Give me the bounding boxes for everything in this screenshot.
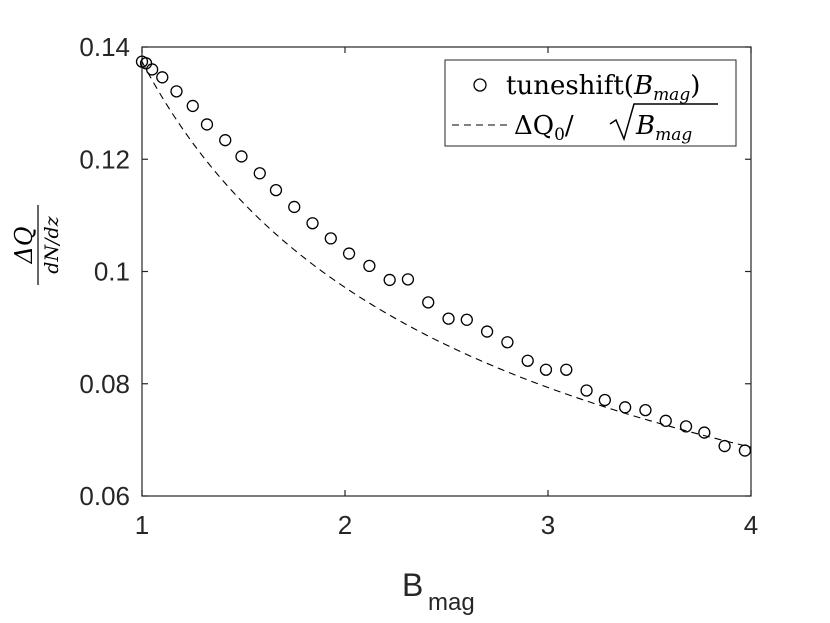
x-tick-label: 3 [541,510,555,540]
legend-label-tuneshift: tuneshift(Bmag) [506,71,700,105]
y-tick-label: 0.14 [79,32,130,62]
y-axis-label-denominator: dN/dz [41,215,63,273]
data-point [422,296,435,309]
x-tick-label: 1 [135,510,149,540]
data-point [342,247,356,260]
x-axis-label: B mag [402,567,475,616]
y-axis-label-numerator: ΔQ [10,226,38,264]
data-point [145,63,159,76]
legend: tuneshift(Bmag) ΔQ0/ Bmag [444,59,737,147]
series-line-deltaq0-over-sqrt-bmag [141,61,752,448]
y-axis-label: ΔQ dN/dz [10,205,63,285]
y-axis: 0.06 0.08 0.1 0.12 0.14 [79,32,751,511]
legend-label-formula: ΔQ0/ [514,111,574,145]
data-point [580,384,593,397]
data-point [539,363,553,376]
legend-sqrt-radical [609,103,718,142]
data-point [698,426,711,439]
data-point [460,313,473,326]
x-axis: 1 2 3 4 [135,47,758,540]
data-point [679,420,693,433]
data-point [639,403,652,417]
data-point [219,134,232,147]
series-points-tuneshift [135,55,752,457]
data-point [383,273,396,287]
data-point [288,200,301,214]
legend-label-sqrt-arg: Bmag [635,111,692,145]
x-axis-label-subscript: mag [428,589,475,616]
legend-marker-circle [473,78,487,92]
legend-entry-tuneshift: tuneshift(Bmag) [506,71,700,105]
y-tick-label: 0.12 [79,144,130,174]
x-tick-label: 2 [338,510,352,540]
data-point [200,118,214,131]
y-tick-label: 0.08 [79,369,130,399]
legend-entry-formula: ΔQ0/ Bmag [514,103,718,145]
x-axis-label-main: B [402,567,423,603]
data-point [324,232,337,245]
data-point [269,183,283,197]
data-point [363,259,376,273]
y-tick-label: 0.06 [79,481,130,511]
data-point [718,439,731,453]
data-point [401,273,415,286]
data-point [156,71,169,84]
data-point [235,150,248,163]
data-point [598,393,611,407]
data-point [480,325,494,338]
data-point [659,414,672,427]
data-point [306,217,319,230]
data-point [521,354,534,367]
data-point [501,336,514,349]
data-point [253,167,266,180]
x-tick-label: 4 [744,510,758,540]
data-point [618,401,632,414]
legend-box [444,59,737,147]
data-point [442,312,455,325]
data-point [186,99,199,113]
data-point [738,444,752,457]
y-tick-label: 0.1 [94,257,130,287]
data-point [560,363,573,376]
data-point [170,85,183,98]
